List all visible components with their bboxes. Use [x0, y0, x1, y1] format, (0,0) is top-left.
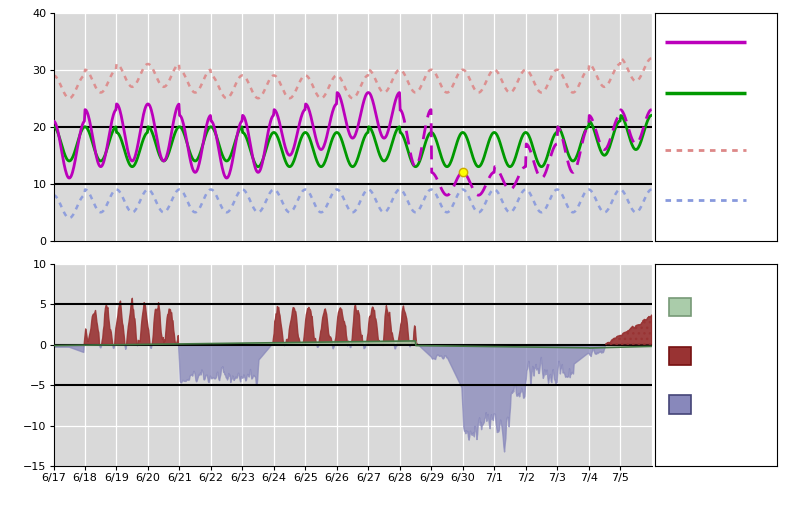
Bar — [670, 347, 692, 365]
Bar — [670, 395, 692, 414]
Bar — [670, 298, 692, 316]
